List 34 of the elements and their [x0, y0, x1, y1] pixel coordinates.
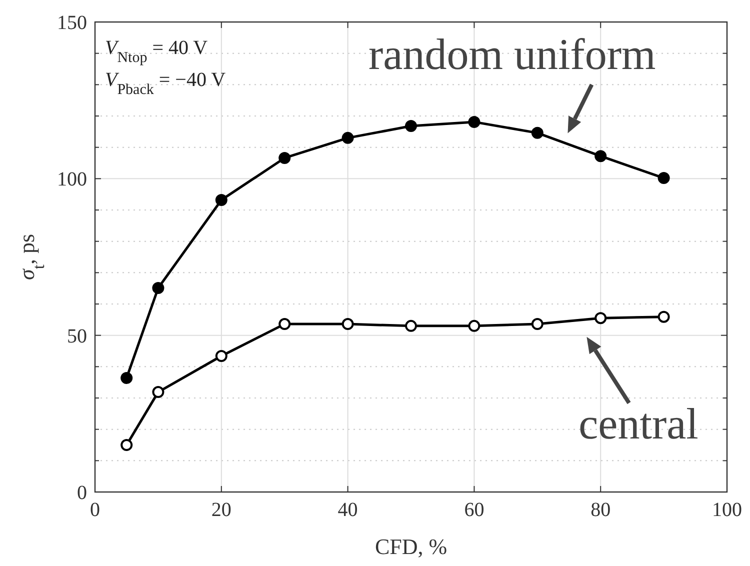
series-label: central	[578, 400, 698, 449]
annotation: V$_{Pback}$ = −40 V	[105, 69, 226, 98]
point	[120, 439, 133, 451]
point	[594, 150, 607, 162]
x-tick-label: 80	[590, 499, 611, 521]
point	[342, 318, 354, 330]
x-tick-label: 40	[338, 499, 358, 521]
point	[152, 386, 164, 398]
series-label: random uniform	[368, 30, 656, 79]
y-tick-label: 50	[67, 325, 87, 348]
point	[531, 126, 544, 139]
x-tick-label: 100	[712, 499, 742, 521]
point	[342, 132, 354, 144]
annotation: V$_{Ntop}$ = 40 V	[105, 37, 208, 66]
point	[215, 350, 228, 362]
y-tick-label: 0	[77, 482, 87, 504]
point	[120, 372, 133, 384]
y-tick-label: 100	[57, 168, 87, 191]
point	[278, 318, 291, 330]
point	[658, 172, 670, 184]
point	[278, 152, 291, 164]
x-tick-label: 60	[464, 499, 484, 521]
point	[152, 282, 164, 294]
point	[468, 116, 480, 128]
point	[594, 312, 607, 324]
point	[531, 318, 544, 330]
x-tick-label: 20	[211, 499, 232, 521]
point	[658, 310, 670, 323]
point	[468, 320, 480, 332]
y-tick-label: 150	[57, 12, 87, 34]
point	[215, 194, 228, 206]
point	[405, 120, 417, 132]
point	[405, 320, 417, 332]
x-axis-title: CFD, %	[374, 534, 448, 559]
